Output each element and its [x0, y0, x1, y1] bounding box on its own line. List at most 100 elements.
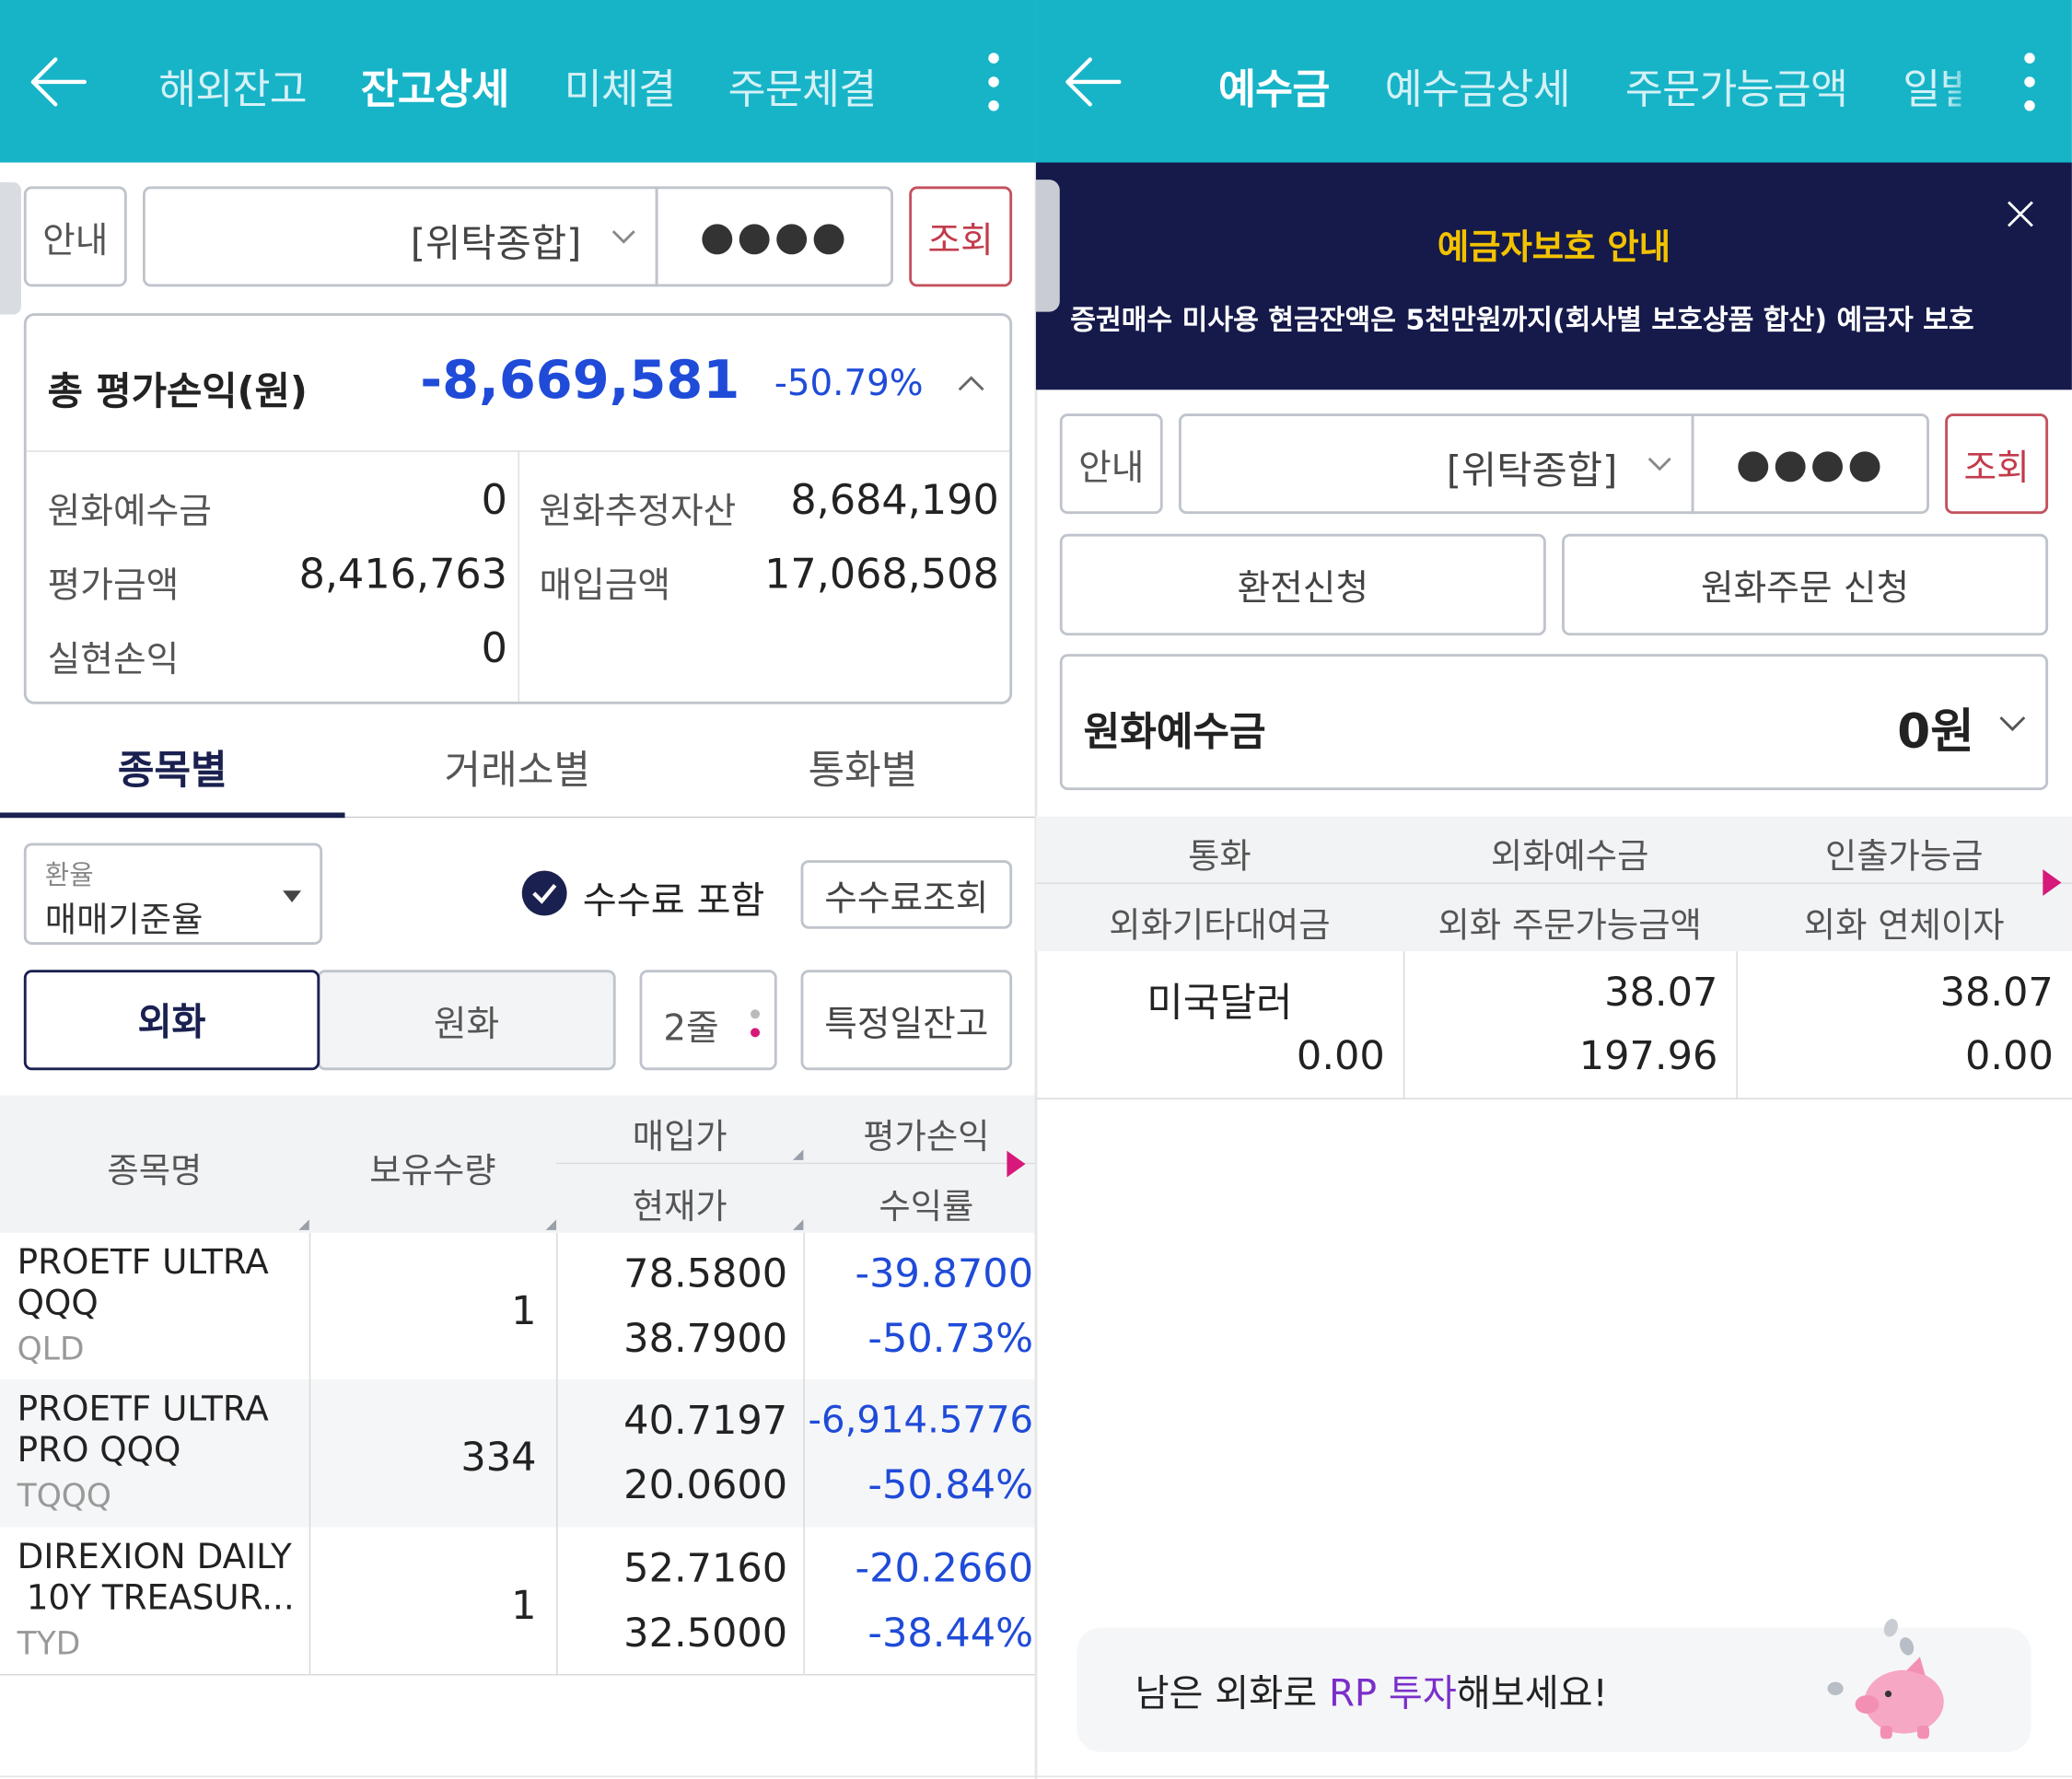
- specific-date-balance-button[interactable]: 특정일잔고: [800, 970, 1013, 1071]
- fee-query-button[interactable]: 수수료조회: [800, 860, 1013, 929]
- table-row[interactable]: DIREXION DAILY 10Y TREASUR... TYD 1 52.7…: [0, 1527, 1036, 1675]
- col-orderable-header[interactable]: 외화 주문가능금액: [1438, 906, 1702, 947]
- buy-price: 52.7160: [623, 1545, 788, 1593]
- tab-order-filled[interactable]: 주문체결: [728, 65, 878, 114]
- krw-toggle[interactable]: 원화: [317, 970, 616, 1071]
- fee-include-label: 수수료 포함: [582, 878, 765, 923]
- account-select[interactable]: [위탁종합]: [1178, 413, 1694, 515]
- side-handle[interactable]: [1035, 180, 1060, 312]
- krw-order-request-button[interactable]: 원화주문 신청: [1562, 533, 2049, 636]
- krw-deposit-value: 0: [481, 476, 508, 525]
- foreign-currency-toggle[interactable]: 외화: [23, 970, 320, 1071]
- current-price: 38.7900: [623, 1316, 788, 1363]
- caret-down-icon: [283, 890, 302, 903]
- buy-price: 78.5800: [623, 1250, 788, 1298]
- krw-estimated-assets-value: 8,684,190: [790, 476, 999, 525]
- fx-table-header: [1035, 816, 2072, 952]
- tab-unfilled[interactable]: 미체결: [564, 65, 676, 114]
- query-button[interactable]: 조회: [1945, 413, 2049, 515]
- tab-deposit-detail[interactable]: 예수금상세: [1384, 65, 1571, 114]
- tab-by-exchange[interactable]: 거래소별: [444, 748, 590, 795]
- row-mode-select[interactable]: 2줄: [639, 970, 777, 1071]
- scroll-right-arrow-icon[interactable]: [2043, 869, 2062, 896]
- col-overdue-interest-header[interactable]: 외화 연체이자: [1803, 906, 2005, 947]
- eval-pnl: -6,914.5776: [808, 1398, 1034, 1442]
- col-current-price-header[interactable]: 현재가: [632, 1187, 728, 1228]
- stock-name-line1: DIREXION DAILY: [17, 1538, 292, 1578]
- exchange-request-button[interactable]: 환전신청: [1059, 533, 1546, 636]
- other-loan-value: 0.00: [1296, 1033, 1385, 1080]
- password-field[interactable]: ●●●●: [655, 186, 893, 287]
- exchange-rate-label: 환율: [44, 858, 94, 891]
- col-qty-header[interactable]: 보유수량: [369, 1152, 496, 1192]
- col-fx-deposit-header[interactable]: 외화예수금: [1490, 837, 1649, 878]
- tab-balance-detail[interactable]: 잔고상세: [360, 65, 510, 114]
- krw-deposit-label: 원화예수금: [1083, 709, 1266, 756]
- info-button[interactable]: 안내: [23, 186, 127, 287]
- col-return-header[interactable]: 수익률: [879, 1187, 974, 1228]
- total-pnl-percent: -50.79%: [774, 363, 924, 405]
- info-button[interactable]: 안내: [1059, 413, 1163, 515]
- eval-amount-label: 평가금액: [47, 565, 180, 607]
- close-icon[interactable]: [2006, 200, 2035, 229]
- back-arrow-icon[interactable]: [27, 52, 90, 110]
- col-other-loan-header[interactable]: 외화기타대여금: [1109, 906, 1331, 947]
- purchase-amount-value: 17,068,508: [764, 551, 999, 599]
- promo-text: 남은 외화로 RP 투자해보세요!: [1135, 1671, 1608, 1715]
- table-row[interactable]: 미국달러 0.00 38.07 197.96 38.07 0.00: [1035, 951, 2072, 1099]
- account-select[interactable]: [위탁종합]: [142, 186, 658, 287]
- chevron-down-icon: [1647, 457, 1671, 471]
- current-price: 20.0600: [623, 1462, 788, 1509]
- krw-estimated-assets-label: 원화추정자산: [539, 491, 737, 533]
- eval-pnl: -39.8700: [855, 1250, 1034, 1298]
- banner-text: 증권매수 미사용 현금잔액은 5천만원까지(회사별 보호상품 합산) 예금자 보…: [1070, 304, 1974, 336]
- stock-name-line1: PROETF ULTRA: [17, 1389, 269, 1430]
- return-rate: -50.84%: [867, 1462, 1034, 1509]
- account-type-label: [위탁종합]: [1446, 448, 1618, 494]
- password-field[interactable]: ●●●●: [1691, 413, 1929, 515]
- col-currency-header[interactable]: 통화: [1188, 837, 1251, 878]
- col-name-header[interactable]: 종목명: [107, 1152, 203, 1192]
- account-type-label: [위탁종합]: [410, 220, 582, 266]
- scroll-right-arrow-icon[interactable]: [1007, 1150, 1026, 1178]
- buy-price: 40.7197: [623, 1398, 788, 1445]
- tab-orderable-amount[interactable]: 주문가능금액: [1624, 65, 1848, 114]
- col-pnl-header[interactable]: 평가손익: [863, 1117, 990, 1157]
- active-tab-indicator: [0, 812, 345, 819]
- eval-pnl: -20.2660: [855, 1545, 1034, 1593]
- krw-deposit-card[interactable]: 원화예수금 0원: [1059, 654, 2049, 791]
- withdrawable-value: 38.07: [1939, 970, 2054, 1017]
- tab-by-currency[interactable]: 통화별: [808, 748, 918, 795]
- more-menu-icon[interactable]: [2023, 52, 2036, 116]
- sort-corner-icon: [792, 1149, 804, 1160]
- currency-name: 미국달러: [1147, 980, 1293, 1027]
- realized-pnl-label: 실현손익: [47, 639, 180, 680]
- eval-amount-value: 8,416,763: [298, 551, 508, 599]
- sort-corner-icon: [792, 1219, 804, 1230]
- table-row[interactable]: PROETF ULTRA PRO QQQ TQQQ 334 40.7197 20…: [0, 1379, 1036, 1528]
- stock-name-line1: PROETF ULTRA: [17, 1243, 269, 1284]
- tab-overseas-balance[interactable]: 해외잔고: [158, 65, 308, 114]
- stock-ticker: QLD: [17, 1330, 85, 1368]
- stock-ticker: TYD: [17, 1624, 81, 1663]
- current-price: 32.5000: [623, 1610, 788, 1657]
- stock-name-line2: QQQ: [17, 1284, 99, 1324]
- query-button[interactable]: 조회: [909, 186, 1013, 287]
- tab-by-stock[interactable]: 종목별: [117, 748, 227, 795]
- fee-include-checkbox[interactable]: [520, 869, 568, 917]
- stock-name-line2: PRO QQQ: [17, 1430, 181, 1471]
- krw-deposit-value: 0원: [1897, 705, 1974, 761]
- sort-corner-icon: [545, 1219, 557, 1230]
- back-arrow-icon[interactable]: [1061, 52, 1124, 110]
- exchange-rate-select[interactable]: 환율 매매기준율: [23, 843, 323, 945]
- tab-deposit[interactable]: 예수금: [1217, 65, 1330, 114]
- table-row[interactable]: PROETF ULTRA QQQ QLD 1 78.5800 38.7900 -…: [0, 1232, 1036, 1380]
- side-handle[interactable]: [0, 182, 21, 315]
- holding-qty: 334: [460, 1435, 537, 1482]
- chevron-up-icon[interactable]: [957, 374, 986, 392]
- more-menu-icon[interactable]: [987, 52, 1000, 116]
- rp-promo-card[interactable]: 남은 외화로 RP 투자해보세요!: [1077, 1619, 2031, 1752]
- col-buy-price-header[interactable]: 매입가: [632, 1117, 728, 1157]
- fx-deposit-value: 38.07: [1604, 970, 1718, 1017]
- col-withdrawable-header[interactable]: 인출가능금: [1824, 837, 1984, 878]
